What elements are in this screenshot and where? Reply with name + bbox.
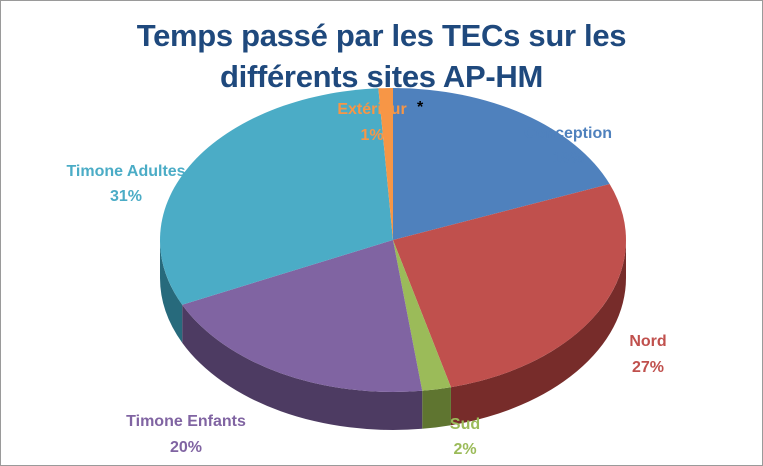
pie-slice-timone-adultes [160,88,393,305]
label-value-sud: 2% [453,441,476,458]
label-value-conception: 19% [552,150,584,167]
chart-title-line-1: Temps passé par les TECs sur les [136,18,627,53]
pie-slice-timone-enfants [182,240,423,392]
pie-sides [160,240,626,430]
pie-labels: Conception 19% Nord 27% Sud 2% Timone Enfants 2… [66,99,666,458]
pie-slice-nord [393,184,626,388]
pie-slice-sud [393,240,451,391]
pie-slice-conception [393,88,610,240]
pie-side-nord [450,240,626,426]
label-value-timone-enfants: 20% [170,439,202,456]
pie-slice-ext-rieur [378,88,393,240]
pie-side-timone-enfants [182,304,423,430]
label-value-ext-rieur: 1% [360,127,383,144]
label-name-conception: Conception [524,125,612,142]
label-name-nord: Nord [629,333,666,350]
label-value-timone-adultes: 31% [110,188,142,205]
label-name-timone-adultes: Timone Adultes [66,163,185,180]
pie-side-sud [422,387,451,429]
label-name-sud: Sud [450,416,480,433]
pie-tops [160,88,626,392]
pie-side-timone-adultes [160,240,183,343]
annotation-asterisk: * [417,99,424,116]
label-name-ext-rieur: Extérieur [337,101,406,118]
label-name-timone-enfants: Timone Enfants [126,413,246,430]
label-value-nord: 27% [632,359,664,376]
chart-title-line-2: différents sites AP-HM [220,59,543,94]
